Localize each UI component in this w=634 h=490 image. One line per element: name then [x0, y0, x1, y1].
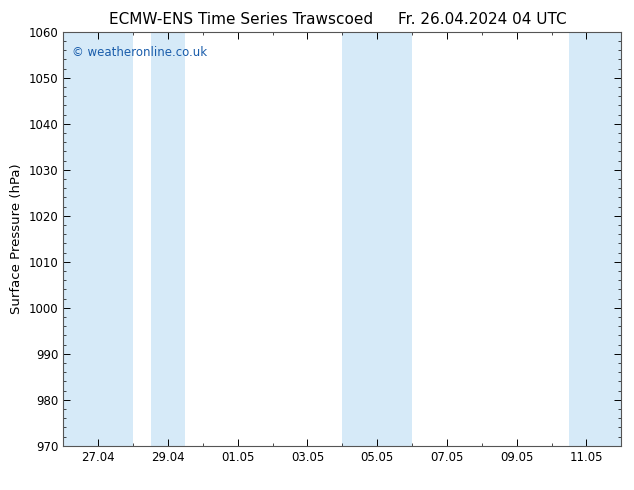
Y-axis label: Surface Pressure (hPa): Surface Pressure (hPa): [10, 164, 23, 314]
Bar: [569, 32, 621, 446]
Text: Fr. 26.04.2024 04 UTC: Fr. 26.04.2024 04 UTC: [398, 12, 566, 27]
Text: © weatheronline.co.uk: © weatheronline.co.uk: [72, 47, 207, 59]
Bar: [150, 32, 185, 446]
Text: ECMW-ENS Time Series Trawscoed: ECMW-ENS Time Series Trawscoed: [109, 12, 373, 27]
Bar: [63, 32, 133, 446]
Bar: [342, 32, 412, 446]
